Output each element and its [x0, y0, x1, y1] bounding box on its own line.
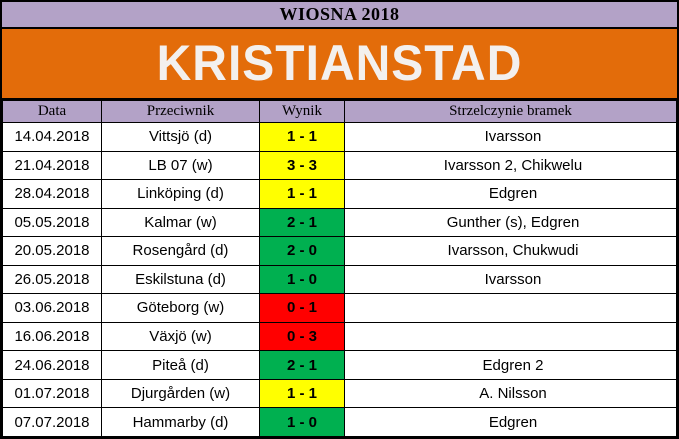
- opponent-cell: Göteborg (w): [101, 293, 260, 323]
- table-row: 01.07.2018 Djurgården (w) 1 - 1 A. Nilss…: [2, 378, 677, 409]
- score-cell: 3 - 3: [259, 150, 345, 181]
- date-cell: 21.04.2018: [2, 150, 102, 181]
- score-cell: 1 - 0: [259, 264, 345, 295]
- scorers-cell: Gunther (s), Edgren: [344, 207, 677, 238]
- opponent-cell: Piteå (d): [101, 350, 260, 380]
- opponent-cell: Linköping (d): [101, 179, 260, 209]
- score-cell: 1 - 1: [259, 122, 345, 152]
- column-header-date: Data: [2, 100, 102, 123]
- score-cell: 2 - 1: [259, 350, 345, 380]
- opponent-cell: Vittsjö (d): [101, 122, 260, 152]
- date-cell: 07.07.2018: [2, 407, 102, 437]
- results-body: 14.04.2018 Vittsjö (d) 1 - 1 Ivarsson 21…: [2, 122, 677, 437]
- opponent-cell: Eskilstuna (d): [101, 264, 260, 295]
- table-row: 14.04.2018 Vittsjö (d) 1 - 1 Ivarsson: [2, 122, 677, 152]
- opponent-cell: Växjö (w): [101, 321, 260, 352]
- date-cell: 14.04.2018: [2, 122, 102, 152]
- score-cell: 0 - 3: [259, 321, 345, 352]
- scorers-cell: Edgren: [344, 407, 677, 437]
- table-row: 26.05.2018 Eskilstuna (d) 1 - 0 Ivarsson: [2, 264, 677, 295]
- season-title: WIOSNA 2018: [279, 4, 400, 24]
- scorers-cell: Ivarsson 2, Chikwelu: [344, 150, 677, 181]
- score-cell: 1 - 1: [259, 378, 345, 409]
- score-cell: 1 - 0: [259, 407, 345, 437]
- score-cell: 2 - 1: [259, 207, 345, 238]
- table-row: 24.06.2018 Piteå (d) 2 - 1 Edgren 2: [2, 350, 677, 380]
- scorers-cell: Ivarsson: [344, 264, 677, 295]
- scorers-cell: [344, 293, 677, 323]
- date-cell: 24.06.2018: [2, 350, 102, 380]
- table-row: 16.06.2018 Växjö (w) 0 - 3: [2, 321, 677, 352]
- date-cell: 20.05.2018: [2, 236, 102, 266]
- table-row: 07.07.2018 Hammarby (d) 1 - 0 Edgren: [2, 407, 677, 437]
- header-row: Data Przeciwnik Wynik Strzelczynie brame…: [2, 100, 677, 123]
- date-cell: 26.05.2018: [2, 264, 102, 295]
- opponent-cell: Kalmar (w): [101, 207, 260, 238]
- scorers-cell: A. Nilsson: [344, 378, 677, 409]
- column-header-score: Wynik: [259, 100, 345, 123]
- table-row: 28.04.2018 Linköping (d) 1 - 1 Edgren: [2, 179, 677, 209]
- date-cell: 03.06.2018: [2, 293, 102, 323]
- score-cell: 0 - 1: [259, 293, 345, 323]
- opponent-cell: Hammarby (d): [101, 407, 260, 437]
- results-table: Data Przeciwnik Wynik Strzelczynie brame…: [2, 100, 677, 437]
- column-header-opponent: Przeciwnik: [101, 100, 260, 123]
- scorers-cell: Ivarsson, Chukwudi: [344, 236, 677, 266]
- score-cell: 2 - 0: [259, 236, 345, 266]
- team-banner: KRISTIANSTAD: [2, 29, 677, 100]
- column-header-scorers: Strzelczynie bramek: [344, 100, 677, 123]
- date-cell: 05.05.2018: [2, 207, 102, 238]
- scorers-cell: [344, 321, 677, 352]
- table-row: 05.05.2018 Kalmar (w) 2 - 1 Gunther (s),…: [2, 207, 677, 238]
- scorers-cell: Edgren 2: [344, 350, 677, 380]
- opponent-cell: LB 07 (w): [101, 150, 260, 181]
- score-cell: 1 - 1: [259, 179, 345, 209]
- opponent-cell: Rosengård (d): [101, 236, 260, 266]
- date-cell: 16.06.2018: [2, 321, 102, 352]
- table-row: 20.05.2018 Rosengård (d) 2 - 0 Ivarsson,…: [2, 236, 677, 266]
- table-row: 21.04.2018 LB 07 (w) 3 - 3 Ivarsson 2, C…: [2, 150, 677, 181]
- date-cell: 01.07.2018: [2, 378, 102, 409]
- team-name: KRISTIANSTAD: [156, 35, 523, 92]
- scorers-cell: Ivarsson: [344, 122, 677, 152]
- date-cell: 28.04.2018: [2, 179, 102, 209]
- scorers-cell: Edgren: [344, 179, 677, 209]
- season-title-bar: WIOSNA 2018: [2, 2, 677, 29]
- table-row: 03.06.2018 Göteborg (w) 0 - 1: [2, 293, 677, 323]
- opponent-cell: Djurgården (w): [101, 378, 260, 409]
